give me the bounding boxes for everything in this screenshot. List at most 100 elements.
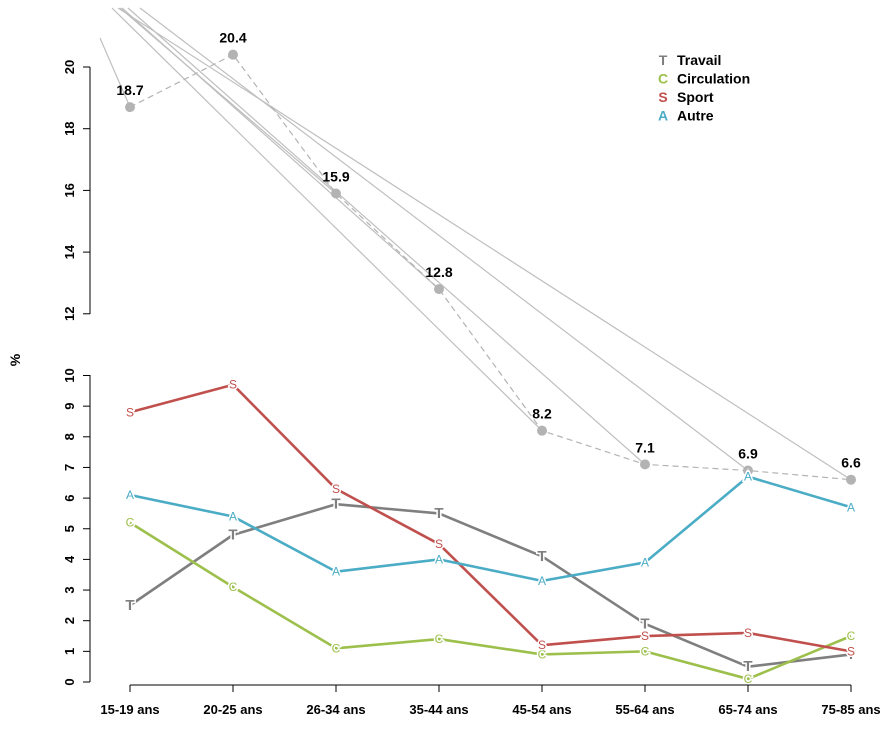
total-value-label: 20.4 [219, 30, 246, 46]
total-value-label: 6.6 [841, 455, 861, 471]
series-autre: A A A A A A A A [124, 468, 856, 589]
legend-marker: C [658, 71, 668, 87]
series-marker: C [744, 672, 753, 686]
series-marker: A [744, 470, 752, 484]
y-tick-label: 2 [62, 617, 77, 624]
legend-label: Sport [677, 89, 714, 105]
x-tick-label: 45-54 ans [512, 702, 571, 717]
y-tick-label: 4 [62, 555, 77, 563]
total-line [129, 53, 852, 481]
total-point [640, 459, 650, 470]
series-line [129, 502, 852, 668]
y-tick-label: 10 [62, 368, 77, 382]
total-point [125, 102, 135, 113]
x-tick-label: 65-74 ans [718, 702, 777, 717]
series-marker: S [435, 537, 443, 551]
series-marker: T [331, 496, 340, 513]
y-tick-label: 8 [62, 433, 77, 440]
y-tick-label: 14 [62, 244, 77, 259]
x-tick-label: 35-44 ans [409, 702, 468, 717]
series-marker: C [847, 629, 856, 643]
series-marker: S [126, 405, 134, 419]
series-line [129, 475, 852, 583]
y-tick-label: 1 [62, 648, 77, 655]
series-marker: C [435, 632, 444, 646]
guide-line [111, 7, 543, 432]
y-tick-label: 6 [62, 494, 77, 501]
series-marker: S [847, 644, 855, 658]
series-marker: A [435, 552, 443, 566]
series-marker: C [229, 580, 238, 594]
total-point [331, 188, 341, 199]
series-marker: S [538, 638, 546, 652]
total-point [434, 284, 444, 295]
series-marker: S [744, 626, 752, 640]
series-marker: A [641, 555, 649, 569]
decor-lines [99, 7, 852, 481]
series-marker: T [743, 658, 752, 675]
total-value-label: 12.8 [425, 264, 452, 280]
guide-line [139, 7, 749, 471]
series-marker: C [126, 516, 135, 530]
x-tick-label: 20-25 ans [203, 702, 262, 717]
series-marker: C [641, 644, 650, 658]
total-value-label: 15.9 [322, 168, 349, 184]
y-tick-label: 16 [62, 183, 77, 197]
series-marker: C [332, 641, 341, 655]
x-tick-label: 75-85 ans [821, 702, 880, 717]
series-sport: S S S S S S S S [124, 376, 856, 660]
y-tick-label: 20 [62, 60, 77, 74]
series-marker: S [332, 482, 340, 496]
guide-line [127, 7, 646, 465]
series-marker: A [332, 565, 340, 579]
y-tick-label: 5 [62, 525, 77, 532]
y-axis-label: % [7, 353, 23, 366]
x-tick-label: 55-64 ans [615, 702, 674, 717]
series-marker: C [538, 647, 547, 661]
total-point [537, 425, 547, 436]
total-point [846, 474, 856, 485]
series-marker: T [640, 615, 649, 632]
legend-marker: T [659, 52, 668, 68]
series-marker: T [228, 526, 237, 543]
series-marker: A [126, 488, 134, 502]
series-circulation: C C C C C C C C [124, 514, 857, 687]
series-marker: T [846, 646, 855, 663]
legend-marker: A [658, 108, 668, 124]
legend-marker: S [658, 89, 667, 105]
total-value-label: 7.1 [635, 439, 655, 455]
legend: T Travail C Circulation S Sport A Autre [658, 52, 750, 124]
series-line [129, 521, 852, 681]
series-marker: A [538, 574, 546, 588]
total-point [743, 465, 753, 476]
total-series: 18.7 20.4 15.9 12.8 8.2 7.1 6.9 6.6 [116, 30, 861, 485]
series-marker: T [434, 505, 443, 522]
y-tick-label: 12 [62, 307, 77, 321]
x-tick-label: 15-19 ans [100, 702, 159, 717]
total-value-label: 6.9 [738, 446, 758, 462]
series-marker: S [229, 378, 237, 392]
y-tick-label: 0 [62, 678, 77, 685]
y-tick-label: 3 [62, 586, 77, 593]
series-marker: T [537, 548, 546, 565]
series-marker: A [847, 500, 855, 514]
legend-label: Travail [677, 52, 721, 68]
total-point [228, 49, 238, 60]
y-tick-label: 9 [62, 403, 77, 410]
total-value-label: 18.7 [116, 82, 143, 98]
series-travail: T T T T T T T T [124, 494, 857, 676]
y-tick-label: 7 [62, 464, 77, 471]
legend-label: Circulation [677, 71, 750, 87]
series-line [129, 383, 852, 653]
series-marker: A [229, 509, 237, 523]
x-tick-label: 26-34 ans [306, 702, 365, 717]
total-value-label: 8.2 [532, 406, 552, 422]
series-marker: T [125, 597, 134, 614]
legend-label: Autre [677, 108, 714, 124]
y-tick-label: 18 [62, 121, 77, 135]
guide-line [99, 37, 131, 108]
x-axis: 15-19 ans 20-25 ans 26-34 ans 35-44 ans 45-5… [100, 684, 881, 717]
